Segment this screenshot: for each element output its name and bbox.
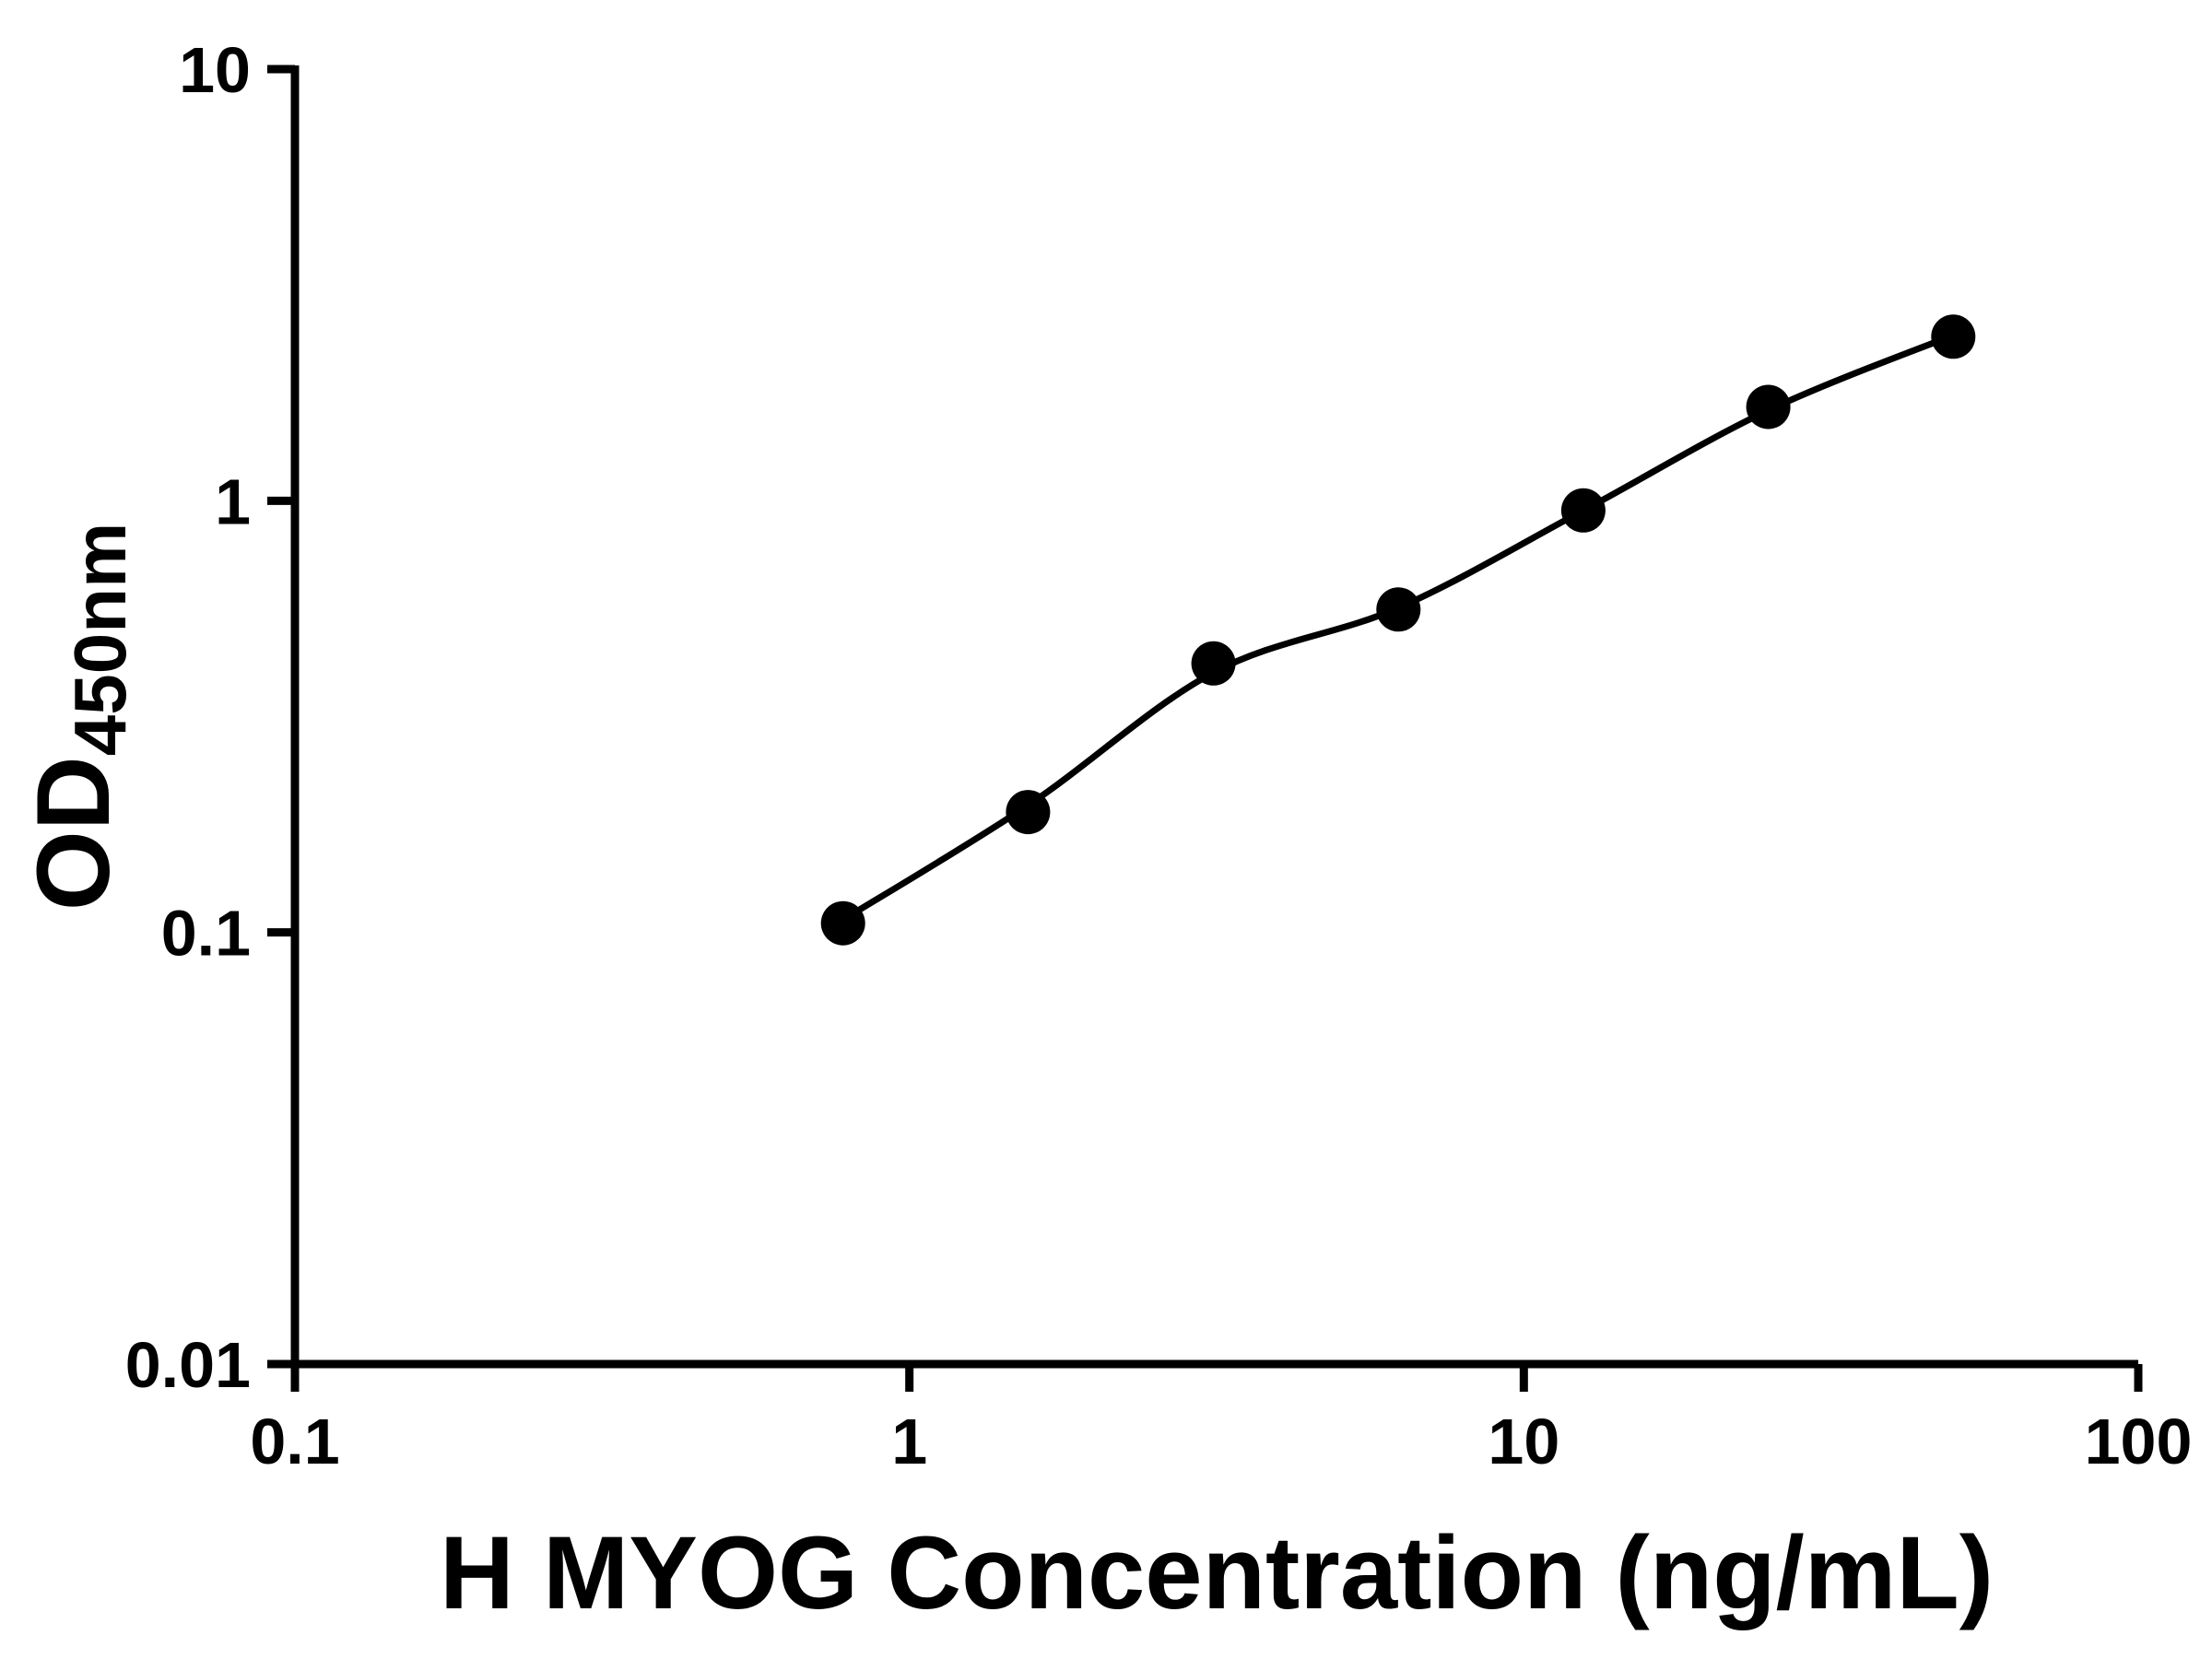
- y-axis-title: OD450nm: [16, 523, 141, 911]
- y-tick-label: 0.1: [161, 898, 251, 970]
- data-point: [1191, 641, 1236, 686]
- x-tick-label: 1: [891, 1406, 927, 1477]
- x-axis-title: H MYOG Concentration (ng/mL): [440, 1515, 1994, 1630]
- data-point: [1560, 488, 1606, 533]
- x-tick-label: 100: [2085, 1406, 2193, 1477]
- y-tick-label: 0.01: [125, 1329, 251, 1401]
- data-point: [820, 900, 865, 946]
- x-tick-label: 0.1: [250, 1406, 339, 1477]
- data-point: [1931, 314, 1976, 359]
- data-point: [1006, 790, 1051, 835]
- data-point: [1376, 587, 1421, 632]
- y-tick-label: 10: [179, 34, 251, 106]
- y-tick-label: 1: [215, 465, 251, 537]
- axes: [290, 65, 2138, 1369]
- data-point: [1746, 384, 1791, 429]
- x-tick-label: 10: [1488, 1406, 1559, 1477]
